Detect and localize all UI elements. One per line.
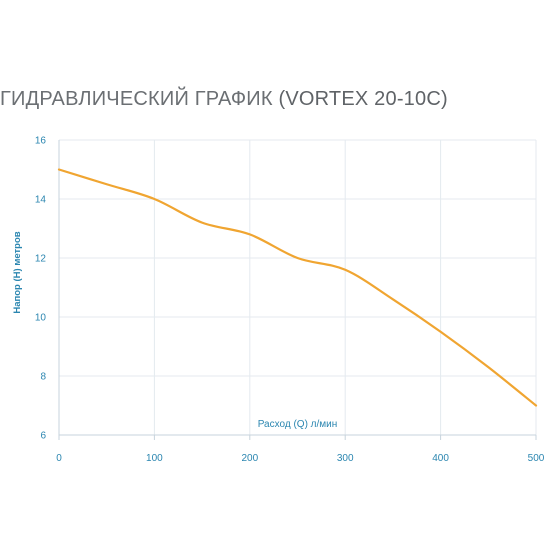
series-layer — [57, 168, 538, 407]
chart-title-model: (VORTEX 20-10С) — [278, 88, 448, 110]
y-tick-label-6: 6 — [40, 431, 46, 442]
y-axis-label: Напор (Н) метров — [12, 231, 23, 313]
tick-labels: 0 100 200 300 400 500 6 8 10 12 14 16 — [35, 136, 545, 465]
series-line-0 — [57, 168, 538, 407]
y-tick-label-8: 8 — [40, 372, 46, 383]
x-tick-label-100: 100 — [146, 453, 163, 464]
chart-title-main: ГИДРАВЛИЧЕСКИЙ ГРАФИК — [0, 88, 279, 110]
x-tick-label-400: 400 — [432, 453, 449, 464]
y-tick-label-10: 10 — [35, 313, 47, 324]
x-tick-label-500: 500 — [528, 453, 545, 464]
y-tick-label-14: 14 — [35, 195, 47, 206]
x-tick-label-300: 300 — [337, 453, 354, 464]
x-tick-label-200: 200 — [241, 453, 258, 464]
grid — [59, 139, 537, 435]
x-axis-label: Расход (Q) л/мин — [258, 419, 338, 430]
x-tick-label-0: 0 — [56, 453, 62, 464]
y-tick-label-12: 12 — [35, 254, 47, 265]
axes — [58, 140, 537, 440]
y-tick-label-16: 16 — [35, 136, 47, 147]
chart-title: ГИДРАВЛИЧЕСКИЙ ГРАФИК (VORTEX 20-10С) — [0, 88, 550, 111]
